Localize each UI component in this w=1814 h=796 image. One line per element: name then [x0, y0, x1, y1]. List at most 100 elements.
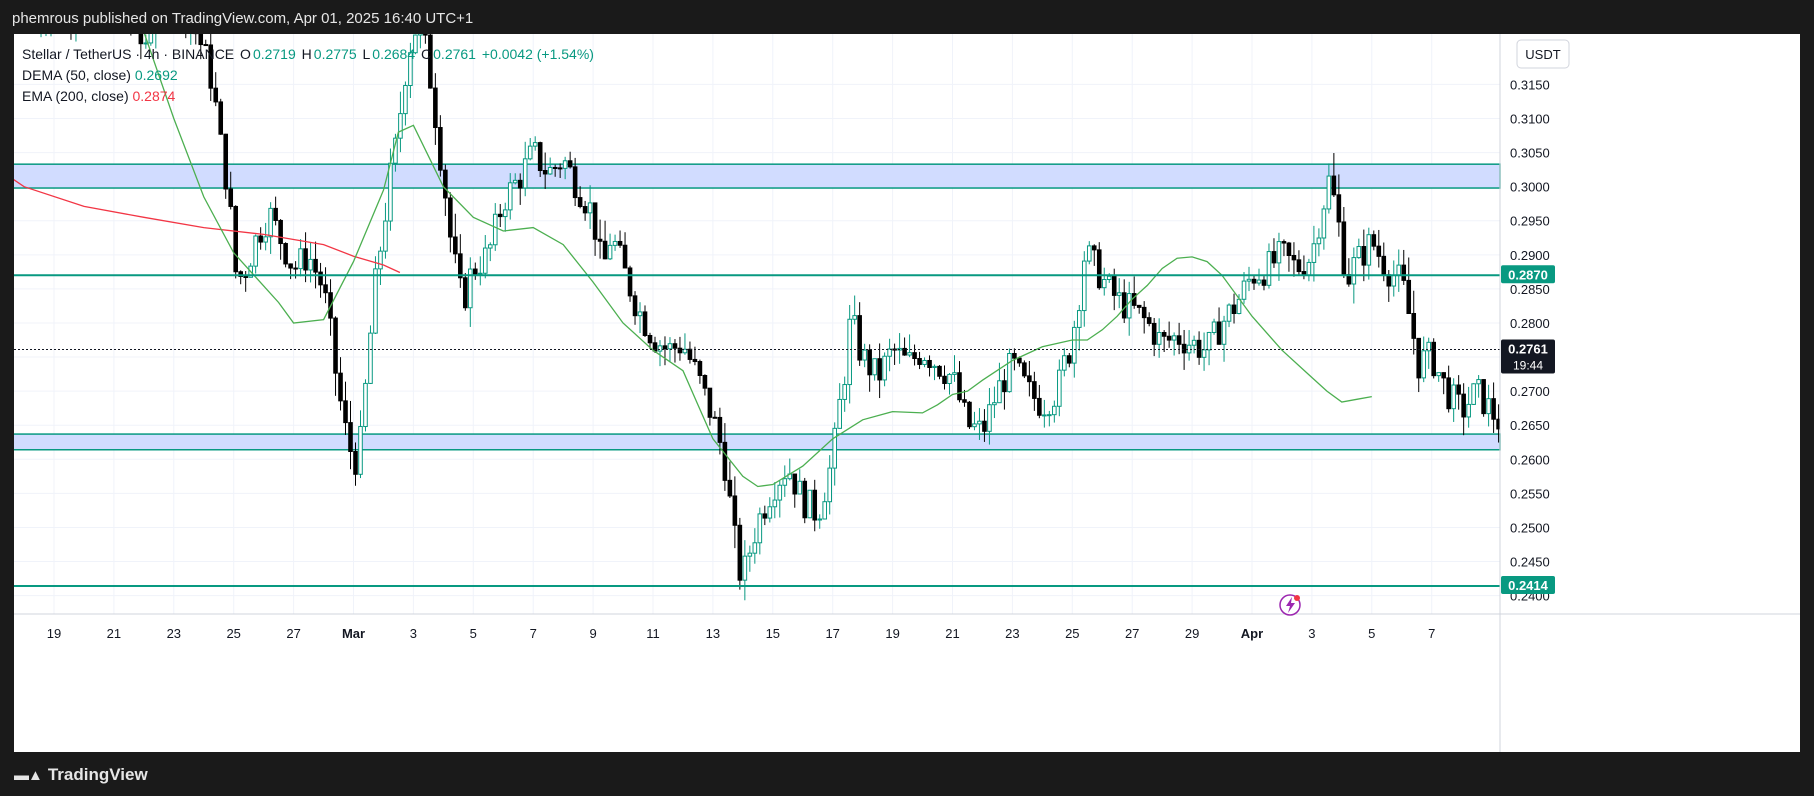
candle-body — [732, 495, 738, 526]
candle-body — [1111, 275, 1117, 296]
candle-body — [1032, 381, 1037, 399]
x-tick-label: 17 — [825, 626, 839, 641]
x-tick-label: Apr — [1241, 626, 1263, 641]
candle-body — [198, 34, 204, 46]
chart-panel[interactable]: USDT 0.2400 0.2450 0.2500 0.2550 0.2600 0.2650… — [14, 34, 1800, 752]
candle-body — [1411, 313, 1417, 339]
candle-body — [582, 206, 588, 214]
candle-body — [373, 268, 378, 334]
zone-1 — [14, 433, 1501, 451]
candle-body — [278, 219, 283, 245]
candle-body — [1017, 357, 1022, 364]
candle-body — [722, 441, 728, 481]
candle-body — [1266, 251, 1272, 286]
candle-body — [847, 318, 852, 386]
candle-body — [802, 480, 808, 519]
candle-body — [223, 133, 229, 190]
candle-body — [1371, 234, 1377, 247]
legend-ema-label: EMA (200, close) — [22, 88, 129, 104]
x-tick-label: 27 — [1125, 626, 1139, 641]
candle-body — [1356, 246, 1362, 259]
candle-body — [458, 253, 463, 279]
candle-body — [1261, 279, 1267, 286]
candle-body — [832, 427, 837, 469]
candle-body — [727, 479, 733, 497]
x-tick-label: 23 — [1005, 626, 1019, 641]
candle-body — [448, 197, 453, 238]
candle-body — [238, 271, 243, 277]
candle-body — [1096, 249, 1102, 289]
candle-body — [368, 332, 373, 384]
candle-body — [622, 244, 628, 269]
candle-body — [1436, 372, 1441, 377]
candle-body — [1306, 261, 1312, 276]
tradingview-wordmark: TradingView — [47, 765, 148, 784]
tradingview-brand[interactable]: ▬▲ TradingView — [14, 765, 148, 785]
candle-body — [1226, 304, 1232, 322]
candle-body — [642, 311, 648, 337]
dema-50-line — [143, 34, 1372, 488]
candle-body — [438, 127, 443, 171]
x-tick-label: 11 — [646, 626, 660, 641]
candle-body — [1416, 337, 1422, 379]
candle-body — [1251, 278, 1257, 284]
candle-body — [712, 416, 718, 419]
candle-body — [707, 387, 713, 418]
candle-body — [298, 248, 303, 270]
candle-body — [1022, 362, 1027, 377]
candle-body — [1136, 304, 1142, 308]
candle-body — [757, 513, 763, 544]
candle-body — [867, 349, 872, 376]
candle-body — [273, 207, 278, 221]
candle-body — [1286, 242, 1292, 256]
candle-body — [827, 467, 833, 503]
legend-dema-value: 0.2692 — [134, 67, 178, 83]
legend-low-label: L — [362, 46, 371, 62]
candle-body — [762, 513, 768, 519]
legend-ohlc-row: Stellar / TetherUS · 4h · BINANCE O 0.271… — [22, 44, 596, 65]
candle-body — [702, 374, 708, 389]
candle-body — [947, 373, 952, 384]
publisher-line: phemrous published on TradingView.com, A… — [12, 10, 474, 27]
legend-dema-row: DEMA (50, close) 0.2692 — [22, 65, 596, 86]
candle-body — [537, 142, 543, 172]
legend-ema-value: 0.2874 — [132, 88, 176, 104]
candle-body — [1426, 341, 1432, 352]
candle-body — [662, 345, 668, 350]
candle-body — [1151, 322, 1157, 345]
x-tick-label: 7 — [1428, 626, 1435, 641]
candle-body — [363, 382, 368, 428]
price-chart[interactable]: USDT0.24000.24500.25000.25500.26000.2650… — [14, 34, 1800, 752]
candle-body — [492, 213, 498, 246]
candle-body — [677, 347, 683, 354]
currency-label: USDT — [1525, 47, 1560, 62]
x-tick-label: 19 — [885, 626, 899, 641]
candle-body — [358, 426, 363, 475]
candle-body — [737, 524, 743, 581]
candle-body — [952, 372, 957, 375]
legend-dema-label: DEMA (50, close) — [22, 67, 131, 83]
legend-ema-row: EMA (200, close) 0.2874 — [22, 86, 596, 107]
candle-body — [1471, 383, 1476, 405]
candle-body — [782, 478, 788, 486]
candle-body — [967, 401, 972, 428]
candle-body — [612, 240, 618, 246]
lightning-badge-icon — [1279, 594, 1301, 616]
candle-body — [852, 315, 857, 320]
y-tick-label: 0.2900 — [1510, 248, 1550, 263]
candle-body — [283, 243, 288, 265]
candle-body — [687, 348, 693, 360]
candle-body — [872, 358, 877, 376]
y-tick-label: 0.3000 — [1510, 180, 1550, 195]
candle-body — [1396, 264, 1402, 277]
candle-body — [1081, 260, 1087, 312]
price-label-box — [1501, 265, 1555, 284]
candle-body — [1421, 350, 1427, 379]
legend-change: +0.0042 (+1.54%) — [481, 46, 594, 62]
candle-body — [817, 518, 823, 521]
y-tick-label: 0.3100 — [1510, 112, 1550, 127]
candle-body — [253, 235, 258, 267]
candle-body — [927, 359, 932, 368]
candle-body — [1446, 377, 1451, 410]
y-tick-label: 0.2850 — [1510, 282, 1550, 297]
